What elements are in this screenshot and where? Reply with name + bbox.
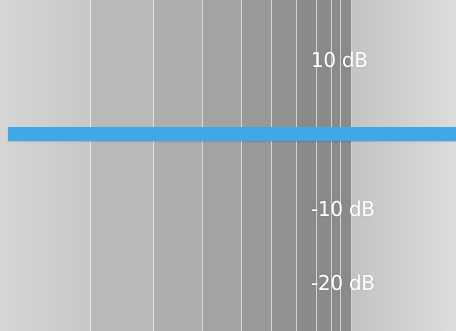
graph-band [153, 0, 202, 331]
gain-label-minus10: -10 dB [311, 197, 375, 221]
graph-band [90, 0, 153, 331]
frequency-grid-line [271, 0, 272, 331]
graph-band [0, 0, 90, 331]
frequency-grid-line [331, 0, 332, 331]
eq-response-line[interactable] [8, 127, 456, 141]
gain-label-plus10: 10 dB [311, 48, 368, 72]
frequency-grid-line [202, 0, 203, 331]
frequency-grid-line [90, 0, 91, 331]
graph-band [352, 0, 456, 331]
graph-band [271, 0, 296, 331]
frequency-grid-line [153, 0, 154, 331]
graph-band [241, 0, 271, 331]
frequency-grid-line [241, 0, 242, 331]
graph-band [296, 0, 352, 331]
gain-label-minus20: -20 dB [311, 271, 375, 295]
frequency-grid-line [296, 0, 297, 331]
graph-band [202, 0, 241, 331]
frequency-grid-line [316, 0, 317, 331]
frequency-grid-line [340, 0, 341, 331]
frequency-grid-line [351, 0, 352, 331]
